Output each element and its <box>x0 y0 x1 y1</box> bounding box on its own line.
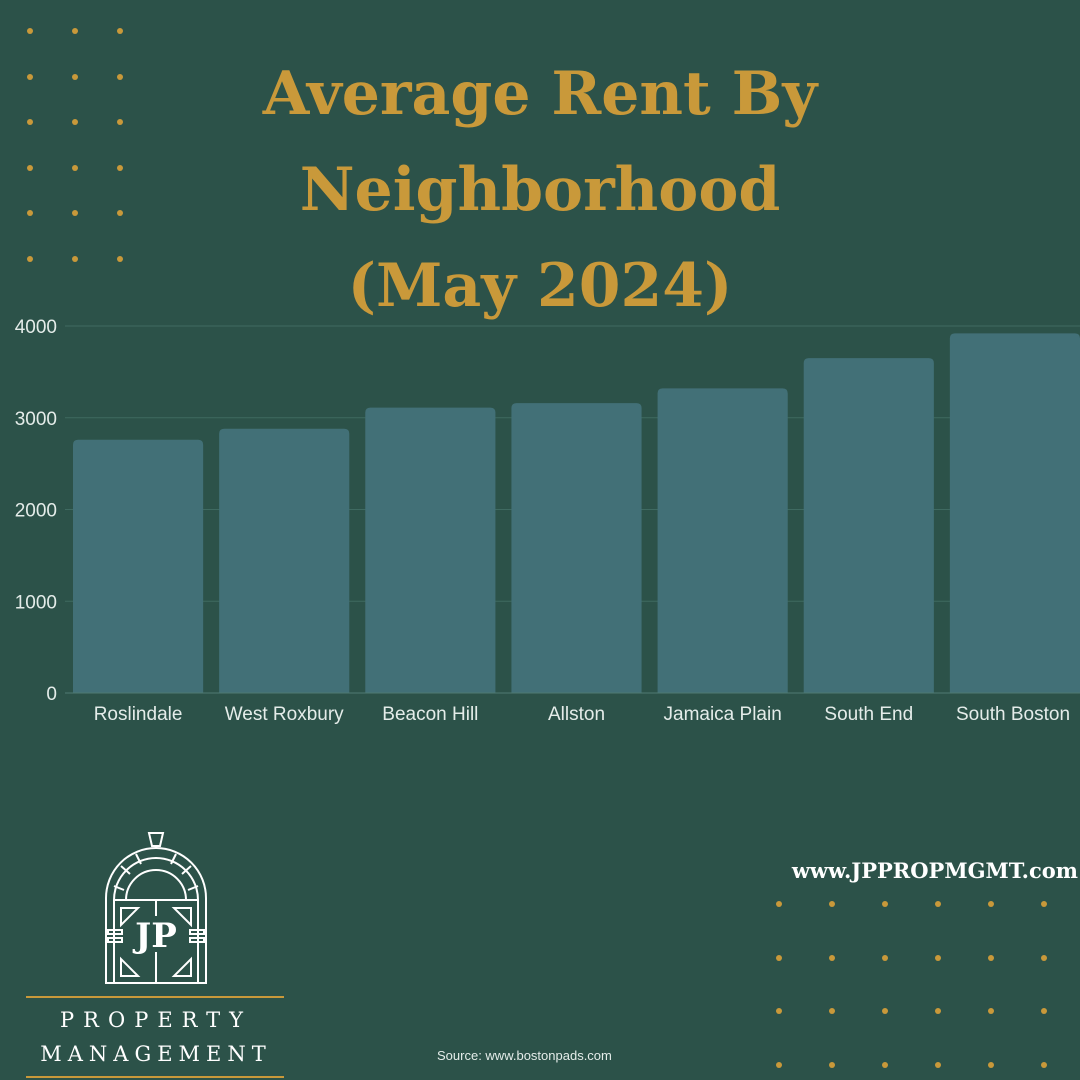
website-link[interactable]: www.JPPROPMGMT.com <box>791 858 1078 883</box>
source-note: Source: www.bostonpads.com <box>437 1048 612 1063</box>
y-tick-label: 1000 <box>15 592 57 613</box>
decor-dot <box>27 164 33 171</box>
decor-dot <box>1041 1061 1047 1068</box>
decor-dot <box>117 73 123 80</box>
bar-jamaica-plain <box>657 388 788 693</box>
decor-dot <box>829 954 835 961</box>
logo-line-2: MANAGEMENT <box>40 1042 272 1066</box>
decor-dot <box>117 255 123 262</box>
decor-dot <box>72 164 78 171</box>
logo-divider-top <box>26 996 284 998</box>
decor-dot <box>27 255 33 262</box>
title-line-2: Neighborhood <box>299 155 781 225</box>
x-category-label: Allston <box>548 704 605 725</box>
decor-dot <box>829 1061 835 1068</box>
bar-south-boston <box>949 333 1080 693</box>
decor-dot <box>72 28 78 34</box>
decor-dot <box>882 954 888 961</box>
decor-dot <box>829 1008 835 1014</box>
decor-dot <box>829 901 835 907</box>
arched-door-icon: JP <box>105 832 207 984</box>
y-tick-label: 3000 <box>15 409 57 430</box>
decor-dot <box>882 1061 888 1068</box>
y-tick-label: 2000 <box>15 501 57 522</box>
decor-dot <box>72 119 78 125</box>
decor-dot <box>776 1008 782 1014</box>
bar-south-end <box>803 358 934 693</box>
bar-roslindale <box>73 439 204 693</box>
bar-west-roxbury <box>219 428 350 693</box>
decor-dot <box>935 954 941 961</box>
title-line-3: (May 2024) <box>347 251 733 321</box>
bar-chart: 0 1000 2000 3000 4000 Roslindale West Roxbury B… <box>15 317 1080 725</box>
decor-dot <box>72 73 78 80</box>
decor-dot <box>27 73 33 80</box>
chart-title: Average Rent By Neighborhood (May 2024) <box>140 46 940 334</box>
decor-dot <box>27 119 33 125</box>
decor-dot <box>117 210 123 216</box>
decor-dot <box>1041 954 1047 961</box>
decor-dot <box>776 1061 782 1068</box>
decor-dot <box>988 1008 994 1014</box>
decor-dot <box>882 1008 888 1014</box>
decor-dot <box>27 28 33 34</box>
decor-dot <box>988 1061 994 1068</box>
y-tick-label: 4000 <box>15 317 57 338</box>
decor-dot <box>72 255 78 262</box>
decor-dot <box>117 119 123 125</box>
x-category-label: Beacon Hill <box>382 704 478 725</box>
decor-dot <box>27 210 33 216</box>
decor-dot <box>935 1061 941 1068</box>
x-category-label: Jamaica Plain <box>664 704 782 725</box>
decor-dot <box>1041 1008 1047 1014</box>
logo-monogram: JP <box>132 916 177 956</box>
decor-dot <box>988 901 994 907</box>
y-tick-label: 0 <box>46 684 57 705</box>
logo-divider-bottom <box>26 1076 284 1078</box>
x-category-label: West Roxbury <box>225 704 344 725</box>
bar-beacon-hill <box>365 407 496 693</box>
logo-line-1: PROPERTY <box>60 1008 252 1032</box>
decor-dot <box>935 1008 941 1014</box>
decor-dot <box>117 164 123 171</box>
company-logo: JP PROPERTY MANAGEMENT <box>26 828 286 1078</box>
decor-dot <box>776 954 782 961</box>
x-category-label: South End <box>824 704 913 725</box>
decor-dot <box>988 954 994 961</box>
decor-dot <box>882 901 888 907</box>
decor-dot <box>935 901 941 907</box>
x-category-label: Roslindale <box>94 704 183 725</box>
decor-dot <box>117 28 123 34</box>
x-category-label: South Boston <box>956 704 1070 725</box>
title-line-1: Average Rent By <box>262 59 818 129</box>
decor-dot <box>72 210 78 216</box>
decor-dot <box>1041 901 1047 907</box>
bar-allston <box>511 403 642 693</box>
decor-dot <box>776 901 782 907</box>
